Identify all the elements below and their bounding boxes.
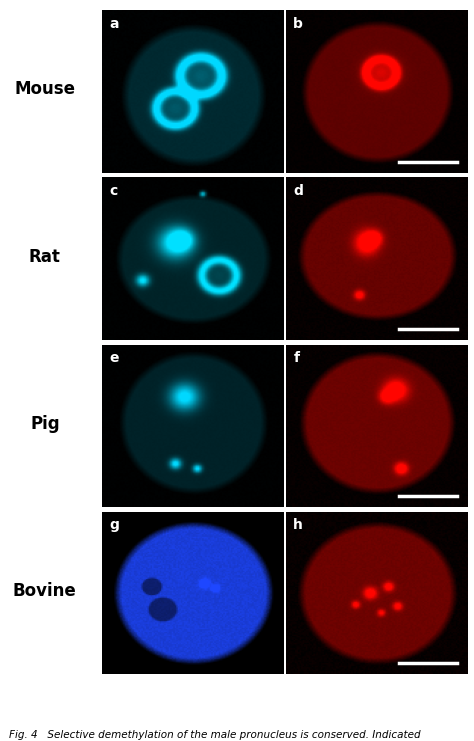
Text: g: g xyxy=(109,518,119,532)
Text: Rat: Rat xyxy=(29,247,61,265)
Text: e: e xyxy=(109,351,118,365)
Text: f: f xyxy=(293,351,299,365)
Text: b: b xyxy=(293,17,303,31)
Text: Bovine: Bovine xyxy=(13,582,77,599)
Text: Fig. 4   Selective demethylation of the male pronucleus is conserved. Indicated: Fig. 4 Selective demethylation of the ma… xyxy=(9,730,421,740)
Text: h: h xyxy=(293,518,303,532)
Text: Mouse: Mouse xyxy=(14,81,75,99)
Text: d: d xyxy=(293,184,303,198)
Text: c: c xyxy=(109,184,118,198)
Text: Pig: Pig xyxy=(30,415,60,433)
Text: a: a xyxy=(109,17,118,31)
